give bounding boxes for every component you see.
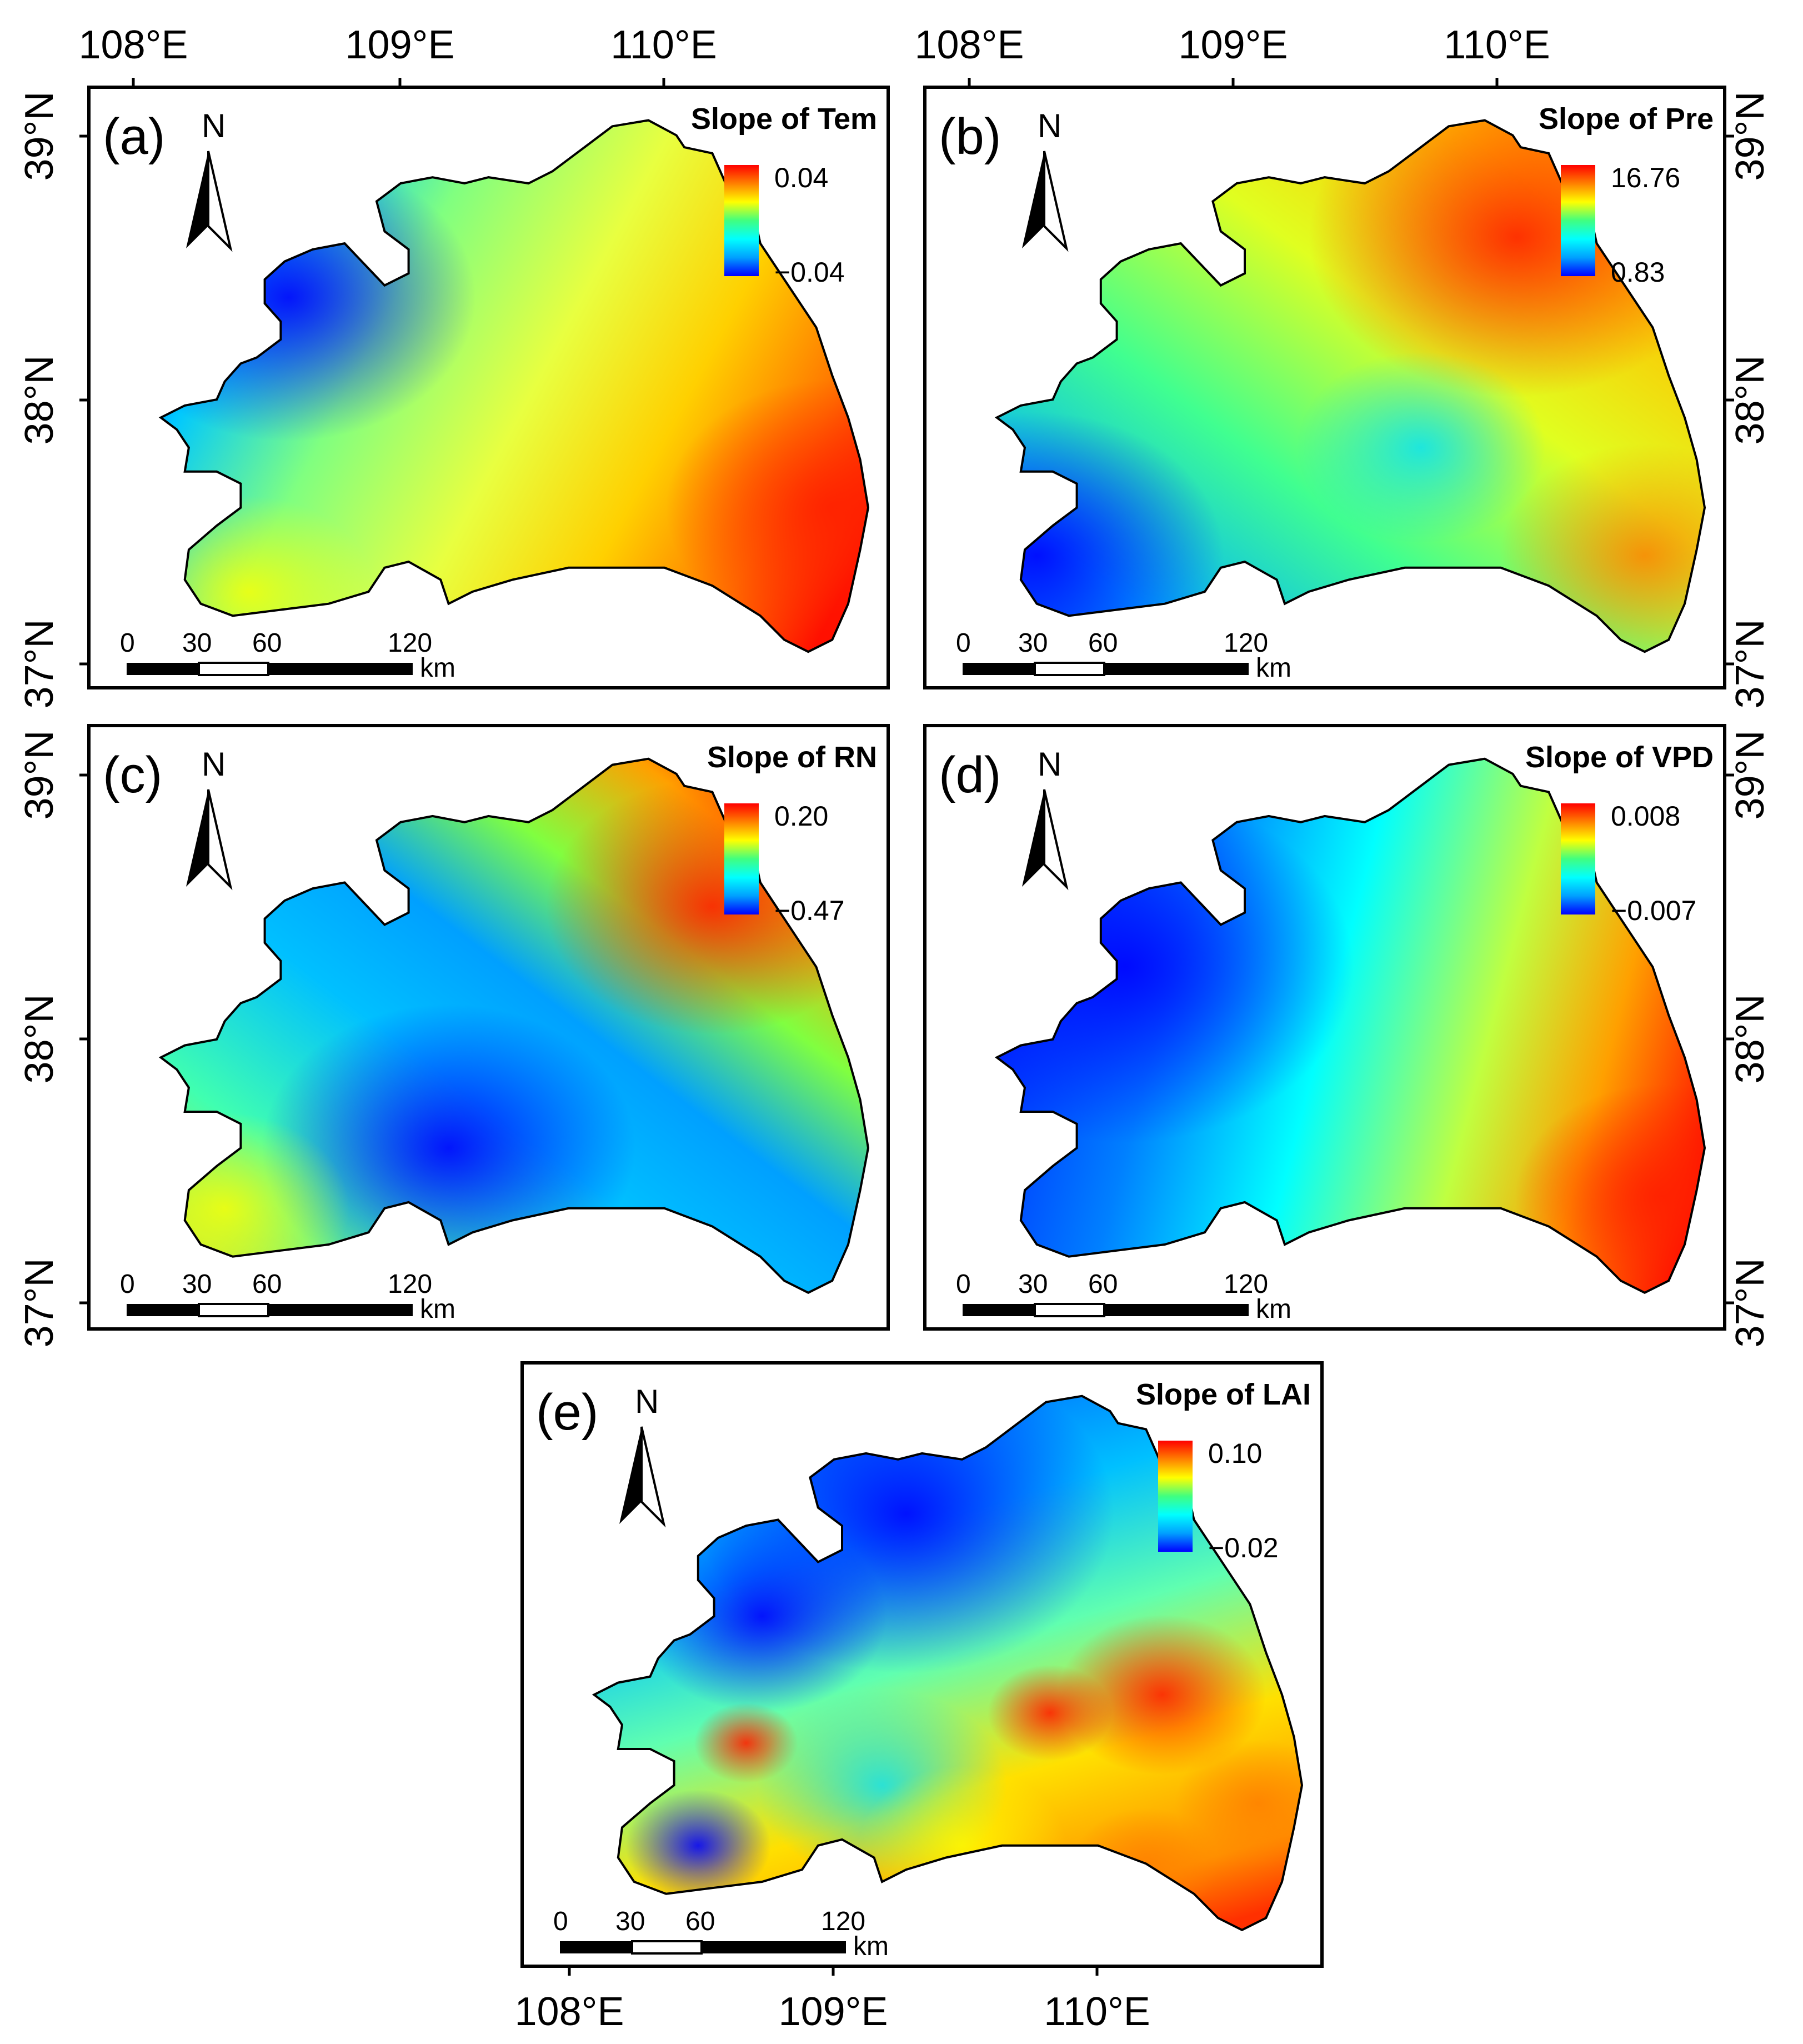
legend-min: −0.02	[1208, 1532, 1279, 1563]
legend-colorbar	[1561, 803, 1595, 914]
legend-min: 0.83	[1611, 257, 1665, 288]
lat-right-label: 37°N	[1728, 619, 1772, 709]
panel-label: (a)	[103, 108, 165, 165]
north-label: N	[1038, 107, 1061, 144]
lon-bottom-label: 110°E	[1044, 1990, 1150, 2034]
scale-unit: km	[853, 1932, 889, 1961]
panel-label: (d)	[939, 747, 1001, 803]
scale-tick-30: 30	[615, 1907, 645, 1936]
basin-outline	[994, 757, 1706, 1295]
basin-outline	[592, 1395, 1304, 1932]
lat-left-label: 39°N	[17, 731, 62, 820]
legend-max: 0.20	[774, 801, 828, 832]
north-arrow-icon	[186, 789, 233, 891]
north-label: N	[202, 746, 226, 783]
legend-colorbar	[724, 803, 759, 914]
lat-right-label: 39°N	[1728, 92, 1772, 181]
scale-bar	[963, 662, 1249, 676]
panel-label: (b)	[939, 108, 1001, 165]
north-arrow-icon	[619, 1426, 666, 1528]
lat-left-label: 39°N	[17, 92, 62, 181]
scale-bar	[963, 1303, 1249, 1317]
basin-outline	[994, 119, 1706, 653]
legend-colorbar	[1561, 165, 1595, 276]
north-arrow-icon	[1022, 151, 1069, 252]
legend-max: 0.04	[774, 162, 828, 193]
scale-tick-30: 30	[182, 1270, 212, 1299]
scale-unit: km	[420, 1295, 455, 1324]
lon-top-label: 108°E	[79, 23, 188, 67]
lat-left-label: 37°N	[17, 1258, 62, 1348]
lat-right-label: 38°N	[1728, 994, 1772, 1084]
scale-tick-120: 120	[821, 1907, 865, 1936]
panel-label: (e)	[536, 1384, 598, 1441]
scale-tick-120: 120	[388, 628, 432, 658]
north-arrow-icon	[186, 151, 233, 252]
lon-top-label: 108°E	[915, 23, 1024, 67]
lat-left-label: 37°N	[17, 619, 62, 709]
scale-tick-0: 0	[956, 1270, 971, 1299]
legend-title: Slope of RN	[707, 741, 877, 774]
lat-left-label: 38°N	[17, 356, 62, 445]
lat-right-label: 38°N	[1728, 356, 1772, 445]
north-label: N	[1038, 746, 1061, 783]
north-arrow-icon	[1022, 789, 1069, 891]
legend-max: 0.008	[1611, 801, 1680, 832]
legend-title: Slope of Tem	[691, 102, 877, 136]
lat-right-label: 37°N	[1728, 1258, 1772, 1348]
scale-tick-120: 120	[388, 1270, 432, 1299]
legend-title: Slope of LAI	[1136, 1378, 1311, 1411]
scale-tick-60: 60	[252, 1270, 282, 1299]
scale-tick-0: 0	[956, 628, 971, 658]
lon-bottom-label: 108°E	[515, 1990, 624, 2034]
scale-tick-60: 60	[1088, 1270, 1118, 1299]
scale-tick-120: 120	[1224, 1270, 1268, 1299]
legend-max: 0.10	[1208, 1438, 1262, 1469]
legend-colorbar	[724, 165, 759, 276]
basin-outline	[158, 757, 870, 1295]
north-label: N	[635, 1383, 659, 1420]
scale-tick-0: 0	[120, 1270, 135, 1299]
scale-unit: km	[420, 653, 455, 683]
lat-left-label: 38°N	[17, 994, 62, 1084]
legend-min: −0.47	[774, 895, 845, 926]
legend-title: Slope of Pre	[1539, 102, 1714, 136]
basin-outline	[158, 119, 870, 653]
lon-top-label: 109°E	[1179, 23, 1288, 67]
lon-bottom-label: 109°E	[779, 1990, 888, 2034]
legend-max: 16.76	[1611, 162, 1680, 193]
scale-unit: km	[1256, 1295, 1291, 1324]
scale-tick-30: 30	[1018, 1270, 1048, 1299]
scale-tick-60: 60	[685, 1907, 715, 1936]
scale-bar	[127, 1303, 413, 1317]
map-raster-b	[996, 120, 1705, 652]
scale-tick-60: 60	[1088, 628, 1118, 658]
map-raster-c	[161, 758, 868, 1293]
scale-tick-0: 0	[553, 1907, 568, 1936]
legend-min: −0.007	[1611, 895, 1696, 926]
scale-unit: km	[1256, 653, 1291, 683]
scale-bar	[127, 662, 413, 676]
scale-tick-120: 120	[1224, 628, 1268, 658]
legend-colorbar	[1158, 1441, 1193, 1552]
scale-tick-60: 60	[252, 628, 282, 658]
scale-tick-30: 30	[1018, 628, 1048, 658]
lon-top-label: 109°E	[345, 23, 455, 67]
scale-tick-30: 30	[182, 628, 212, 658]
panel-label: (c)	[103, 747, 162, 803]
north-label: N	[202, 107, 226, 144]
lat-right-label: 39°N	[1728, 731, 1772, 820]
lon-top-label: 110°E	[1444, 23, 1550, 67]
lon-top-label: 110°E	[610, 23, 717, 67]
legend-title: Slope of VPD	[1525, 741, 1714, 774]
scale-tick-0: 0	[120, 628, 135, 658]
scale-bar	[560, 1940, 846, 1955]
legend-min: −0.04	[774, 257, 845, 288]
